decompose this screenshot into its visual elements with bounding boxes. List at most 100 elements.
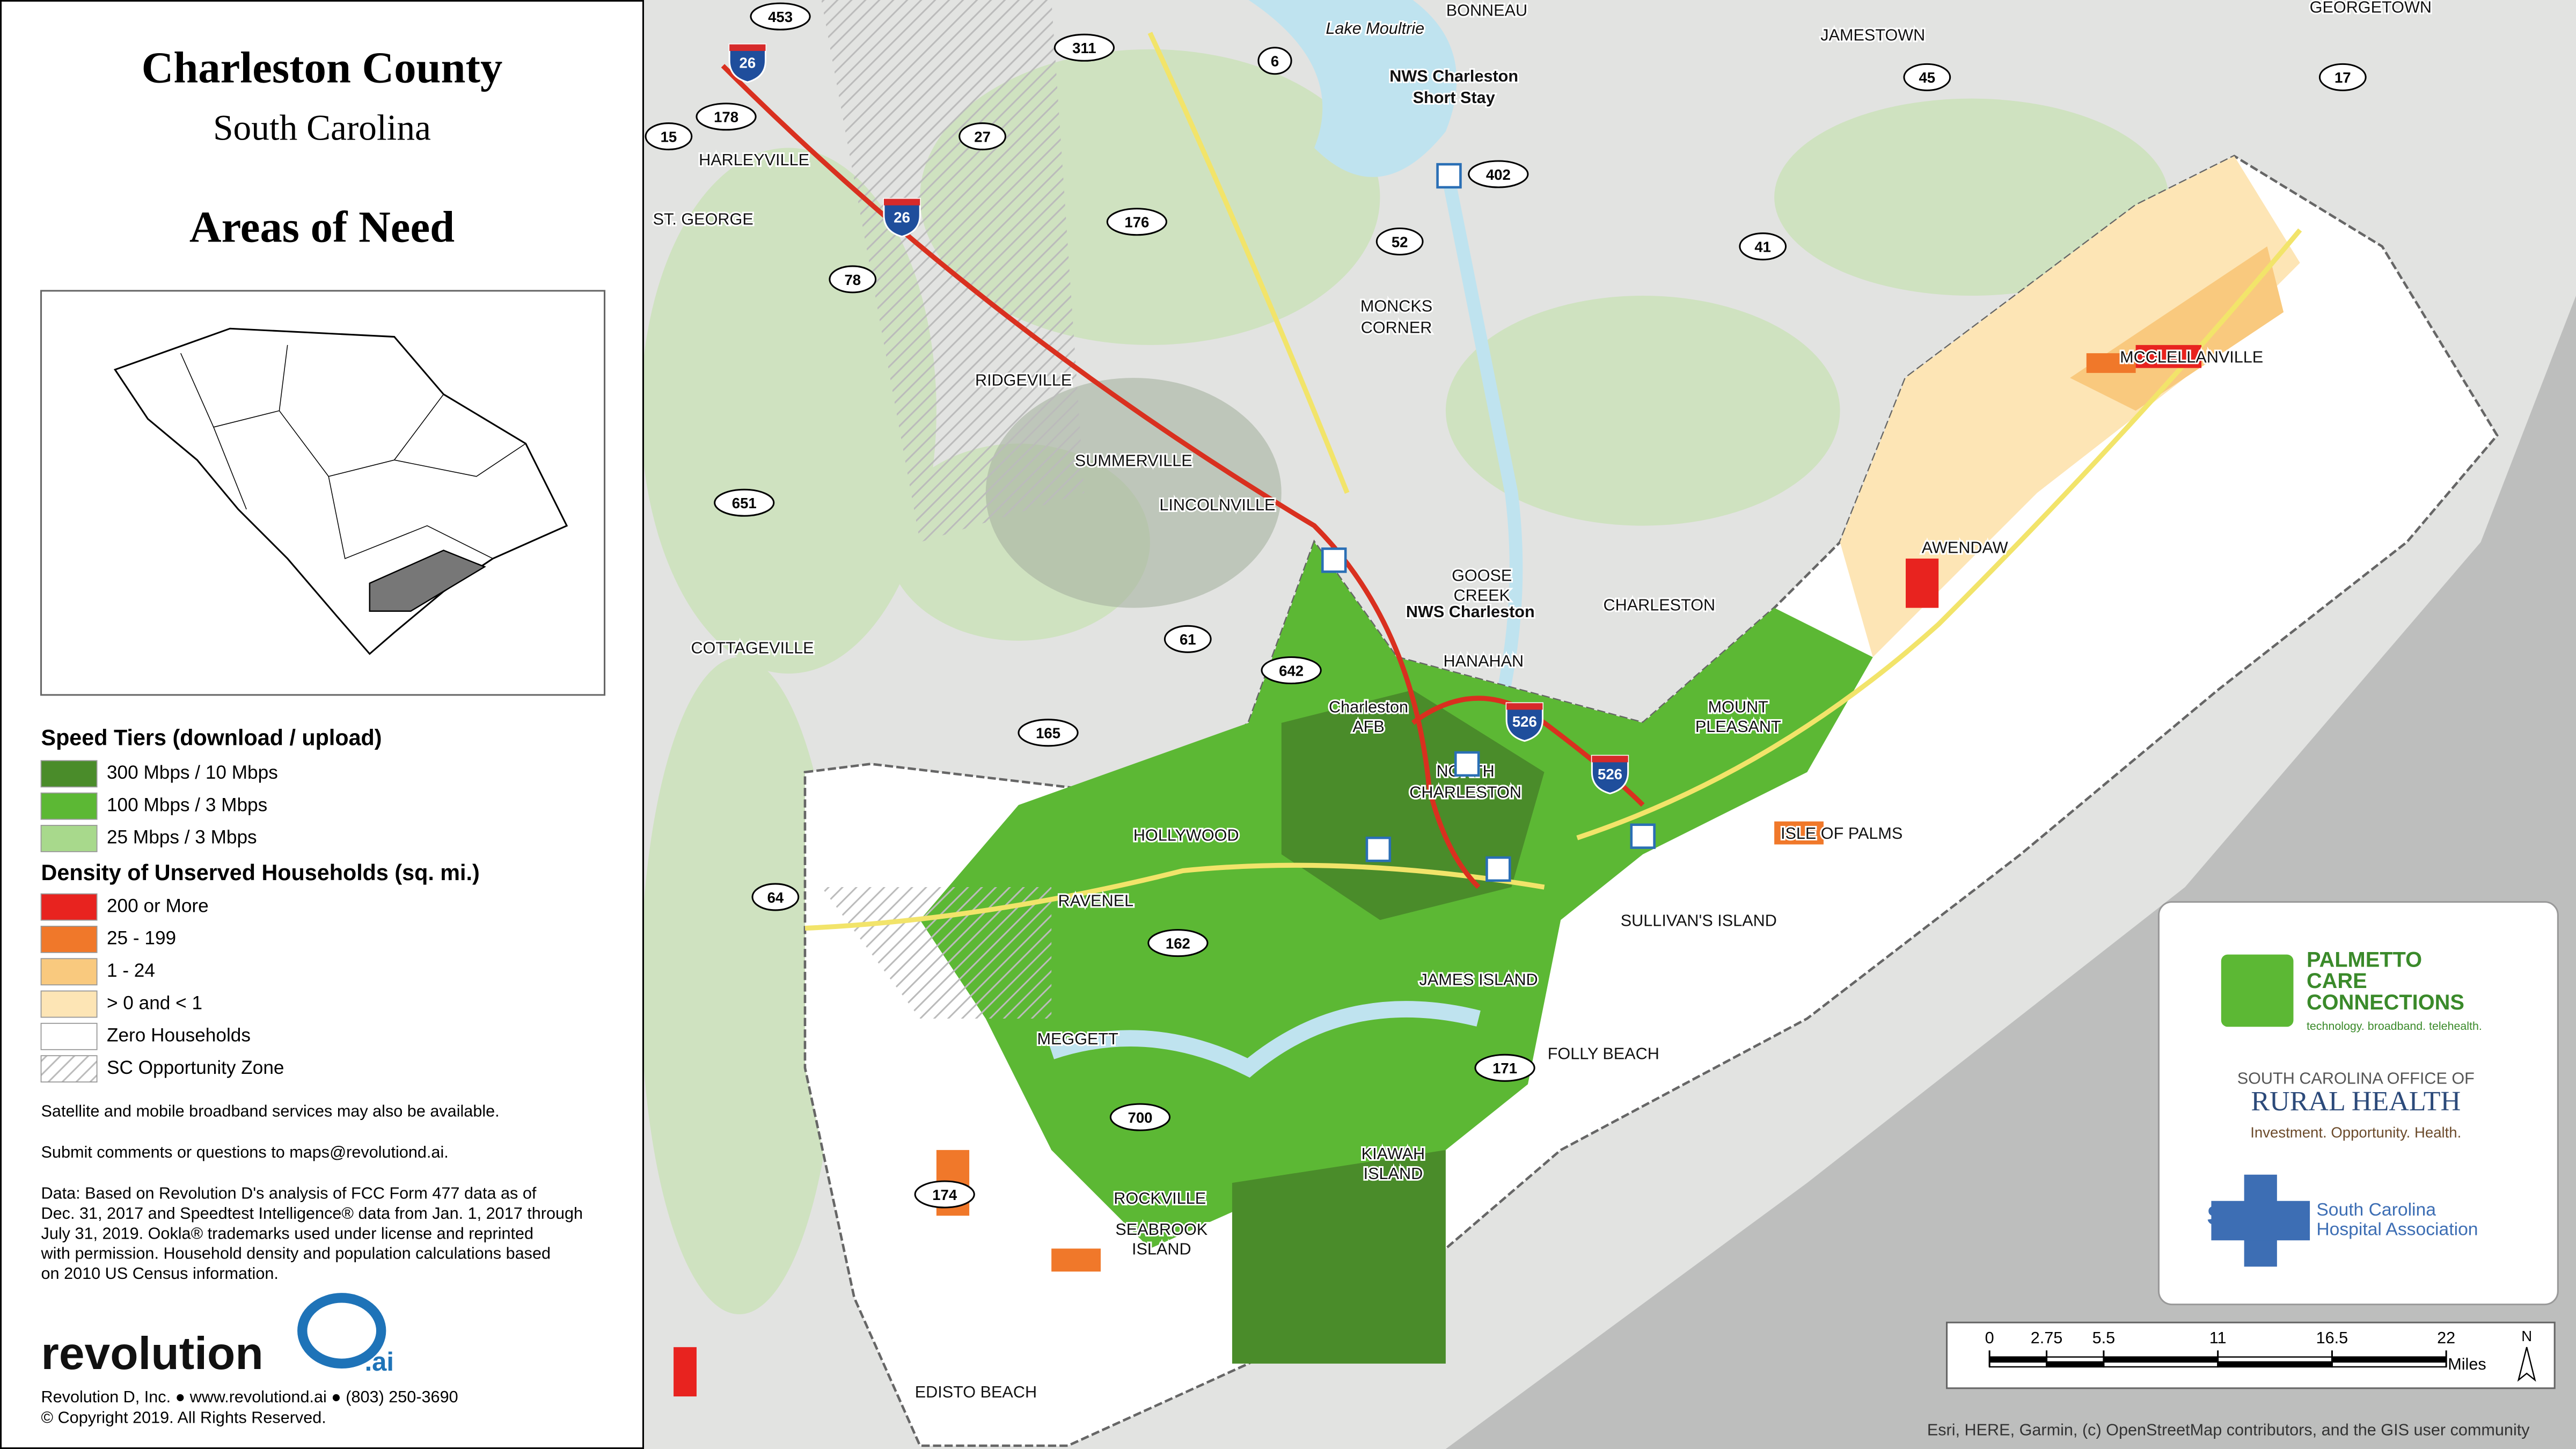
place-label: MEGGETT — [1037, 1030, 1118, 1048]
footer: Revolution D, Inc. ● www.revolutiond.ai … — [41, 1388, 458, 1426]
scale-label: 5.5 — [2092, 1329, 2116, 1347]
scale-label: 2.75 — [2031, 1329, 2063, 1347]
place-label: HOLLYWOOD — [1133, 826, 1239, 844]
legend: Speed Tiers (download / upload) 300 Mbps … — [40, 725, 480, 1083]
place-label: JAMESTOWN — [1820, 26, 1925, 44]
route-shield — [1053, 33, 1115, 62]
north-label: N — [2521, 1328, 2532, 1344]
shield-label: 171 — [1492, 1060, 1517, 1077]
shield-label: 64 — [767, 889, 784, 906]
route-shield — [2318, 63, 2367, 91]
shield-label: 15 — [661, 128, 677, 145]
shield-label: 6 — [1271, 53, 1279, 70]
shield-label: 700 — [1128, 1109, 1153, 1126]
attribution: Esri, HERE, Garmin, (c) OpenStreetMap co… — [1927, 1421, 2530, 1439]
subtitle: South Carolina — [213, 107, 431, 148]
route-shield — [1018, 719, 1079, 747]
route-shield — [1109, 1103, 1171, 1131]
interstate-shield — [883, 197, 921, 238]
place-label: ISLE OF PALMS — [1781, 824, 1902, 843]
waterway — [1049, 1001, 1481, 1078]
legend-swatch — [40, 792, 98, 820]
place-label: FOLLY BEACH — [1548, 1044, 1659, 1063]
partner-text: CARE — [2307, 969, 2367, 993]
heading: Areas of Need — [189, 202, 455, 252]
shield-label: 162 — [1166, 935, 1190, 952]
legend-swatch — [40, 825, 98, 852]
shield-label: 174 — [932, 1187, 957, 1203]
legend-swatch — [40, 1055, 98, 1083]
place-label: LINCOLNVILLE — [1159, 496, 1275, 514]
place-label: RIDGEVILLE — [975, 371, 1072, 389]
shield-label: 165 — [1036, 725, 1060, 742]
data-note: Dec. 31, 2017 and Speedtest Intelligence… — [41, 1204, 583, 1223]
interstate-shield — [728, 43, 767, 83]
shield-label: 27 — [974, 128, 991, 145]
pcc-icon — [2221, 954, 2294, 1027]
place-label: SULLIVAN'S ISLAND — [1621, 911, 1777, 930]
note: Submit comments or questions to maps@rev… — [41, 1143, 449, 1161]
place-label: MOUNT — [1708, 698, 1768, 716]
data-note: on 2010 US Census information. — [41, 1264, 279, 1283]
title: Charleston County — [142, 43, 503, 92]
scale-label: 16.5 — [2316, 1329, 2348, 1347]
scale-box — [1946, 1321, 2556, 1389]
shield-label: 526 — [1598, 766, 1622, 782]
legend-swatch — [40, 925, 98, 953]
route-shield — [1106, 208, 1167, 236]
shield-label: 526 — [1512, 713, 1537, 730]
route-shield — [1163, 625, 1212, 653]
shield-label: 642 — [1279, 662, 1304, 679]
legend-swatch — [40, 760, 98, 788]
route-shield — [645, 122, 693, 151]
route-shield — [1261, 656, 1322, 684]
shield-label: 311 — [1072, 40, 1096, 56]
partner-text: PALMETTO — [2307, 948, 2422, 971]
route-shield — [696, 103, 757, 131]
logo-suffix: .ai — [365, 1348, 394, 1377]
route-shield — [958, 122, 1006, 151]
shield-label: 45 — [1919, 69, 1935, 86]
scale-segment — [2046, 1356, 2105, 1363]
shield-label: 17 — [2334, 69, 2351, 86]
legend-title: Density of Unserved Households (sq. mi.) — [41, 860, 480, 885]
place-label: COTTAGEVILLE — [691, 639, 814, 657]
service-300 — [1281, 690, 1545, 920]
place-label: HANAHAN — [1443, 652, 1524, 670]
route-shield — [1903, 63, 1951, 91]
partner-text: South Carolina — [2316, 1200, 2436, 1220]
shield-label: 176 — [1124, 214, 1149, 231]
place-label: SEABROOK — [1115, 1220, 1208, 1239]
data-note: July 31, 2019. Ookla® trademarks used un… — [41, 1224, 534, 1242]
place-label: SUMMERVILLE — [1075, 451, 1192, 470]
shield-label: 402 — [1486, 166, 1511, 183]
place-label: ROCKVILLE — [1114, 1189, 1206, 1208]
logo-mark — [297, 1293, 386, 1368]
low-density — [1840, 156, 2300, 657]
shield-label: 26 — [740, 55, 756, 71]
place-label: NWS Charleston — [1389, 67, 1518, 85]
place-label: Charleston — [1329, 698, 1408, 716]
legend-label: 200 or More — [107, 895, 209, 916]
place-label: RAVENEL — [1058, 892, 1134, 910]
north-arrow — [2517, 1346, 2536, 1382]
side-panel — [0, 0, 644, 1449]
legend-swatch — [40, 958, 98, 986]
scale-unit: Miles — [2448, 1355, 2486, 1373]
partner-text: Hospital Association — [2316, 1220, 2478, 1240]
route-shield — [1257, 47, 1292, 75]
note: Satellite and mobile broadband services … — [41, 1102, 500, 1121]
legend-title: Speed Tiers (download / upload) — [41, 725, 382, 750]
scale-segment — [1988, 1356, 2047, 1363]
legend-label: 100 Mbps / 3 Mbps — [107, 794, 267, 815]
route-shield — [751, 883, 800, 911]
place-label: CORNER — [1361, 318, 1432, 336]
legend-swatch — [40, 1022, 98, 1050]
partner-text: Investment. Opportunity. Health. — [2250, 1124, 2461, 1141]
shield-label: 52 — [1392, 233, 1408, 250]
interstate-band — [729, 44, 766, 51]
interstate-band — [1506, 703, 1543, 710]
high-density — [674, 345, 2202, 1397]
lake — [1248, 0, 1457, 177]
county-lines — [180, 345, 526, 559]
